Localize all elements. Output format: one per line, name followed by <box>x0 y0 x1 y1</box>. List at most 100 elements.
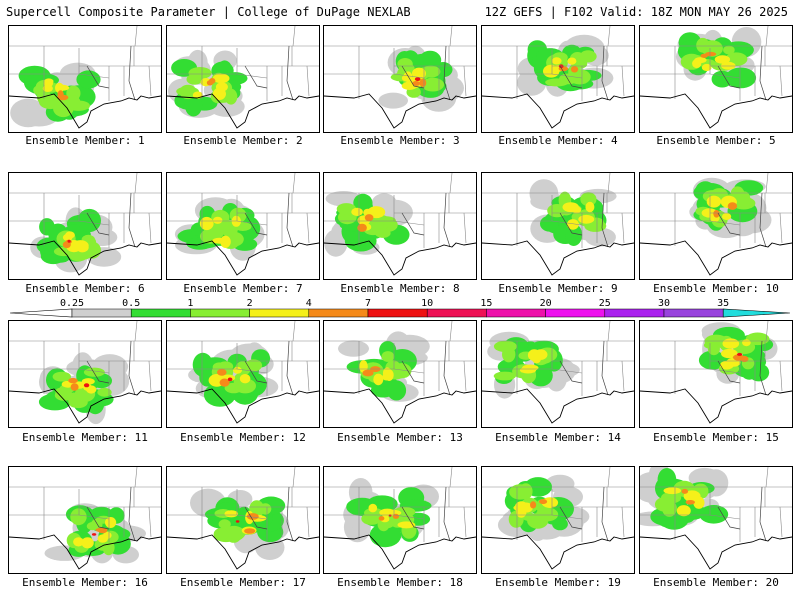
river-line <box>86 340 136 396</box>
scp-contour-fill <box>562 202 579 212</box>
river-line <box>86 45 136 101</box>
coastline <box>640 388 792 424</box>
river-line <box>717 45 767 101</box>
state-border <box>765 26 769 47</box>
scp-map <box>640 26 792 129</box>
state-border <box>607 173 611 194</box>
scp-contour-fill <box>536 507 559 522</box>
state-border <box>779 506 783 538</box>
colorbar-tick-label: 0.25 <box>59 298 85 309</box>
scp-contour-fill <box>382 367 392 379</box>
colorbar-segment <box>545 308 606 318</box>
scp-contour-fill <box>76 242 89 253</box>
state-border <box>765 173 769 194</box>
state-border <box>621 506 625 538</box>
coastline <box>167 93 319 129</box>
scp-map <box>482 467 634 570</box>
scp-contour-fill <box>705 41 721 52</box>
state-border <box>134 173 138 194</box>
scp-contour-fill <box>737 352 743 356</box>
scp-contour-fill <box>52 371 71 382</box>
state-border <box>779 360 783 392</box>
state-border <box>148 506 152 538</box>
ensemble-map-panel <box>639 320 793 428</box>
scp-contour-fill <box>419 78 427 87</box>
scp-map <box>167 26 319 129</box>
scp-map <box>482 173 634 276</box>
state-border <box>134 321 138 342</box>
scp-contour-fill <box>375 228 391 238</box>
state-border <box>765 467 769 488</box>
scp-contour-fill <box>83 383 90 388</box>
scp-contour-fill <box>412 81 421 86</box>
scp-contour-fill <box>220 235 231 248</box>
scp-contour-fill <box>233 366 242 374</box>
scp-contour-fill <box>723 45 735 55</box>
ensemble-member-label: Ensemble Member: 6 <box>25 282 145 295</box>
scp-contour-fill <box>657 468 677 491</box>
scp-contour-fill <box>414 77 421 81</box>
scp-contour-fill <box>580 192 597 207</box>
river-line <box>401 340 451 396</box>
scp-contour-fill <box>83 367 105 377</box>
ensemble-map-panel <box>323 466 477 574</box>
scp-map <box>9 26 161 129</box>
river-line <box>401 192 451 248</box>
state-border <box>621 360 625 392</box>
coastline <box>9 388 161 424</box>
scp-contour-fill <box>70 508 87 526</box>
state-border <box>393 220 425 226</box>
state-border <box>306 212 310 244</box>
scp-contour-fill <box>359 360 368 373</box>
scp-contour-fill <box>493 371 516 381</box>
colorbar-segment <box>486 308 546 318</box>
scp-map <box>640 173 792 276</box>
scp-contour-fill <box>570 66 579 73</box>
scp-contour-fill <box>353 193 373 212</box>
scp-contour-fill <box>62 241 71 249</box>
scp-contour-fill <box>76 70 101 89</box>
river-line <box>244 340 294 396</box>
colorbar-segment <box>426 308 487 318</box>
scp-contour-fill <box>493 340 517 353</box>
colorbar-segment <box>308 308 369 318</box>
colorbar-tick-label: 25 <box>598 298 611 309</box>
state-border <box>78 220 110 226</box>
coastline <box>482 240 634 276</box>
ensemble-map-panel <box>639 172 793 280</box>
ensemble-member-label: Ensemble Member: 2 <box>183 134 303 147</box>
scp-map <box>167 321 319 424</box>
state-border <box>551 73 583 79</box>
scp-contour-fill <box>725 67 757 89</box>
scp-contour-fill <box>244 528 256 534</box>
scp-contour-fill <box>325 191 362 207</box>
scp-contour-fill <box>386 380 407 401</box>
colorbar-segment <box>367 308 428 318</box>
state-border <box>709 368 741 374</box>
state-border <box>551 220 583 226</box>
ensemble-member-label: Ensemble Member: 19 <box>495 576 621 589</box>
ensemble-member-label: Ensemble Member: 9 <box>498 282 618 295</box>
scp-map <box>167 173 319 276</box>
ensemble-member-label: Ensemble Member: 7 <box>183 282 303 295</box>
scp-map <box>324 26 476 129</box>
ensemble-map-panel <box>481 172 635 280</box>
river-line <box>86 192 136 248</box>
scp-contour-fill <box>540 215 559 232</box>
state-border <box>621 212 625 244</box>
scp-contour-fill <box>579 50 597 63</box>
scp-contour-fill <box>701 63 712 72</box>
state-border <box>449 26 453 47</box>
scp-contour-fill <box>731 196 756 210</box>
river-line <box>717 486 767 542</box>
colorbar-tick-label: 10 <box>421 298 434 309</box>
scp-contour-fill <box>522 364 539 372</box>
scp-map <box>167 467 319 570</box>
product-title: Supercell Composite Parameter | College … <box>6 5 411 19</box>
scp-contour-fill <box>219 378 230 387</box>
scp-contour-fill <box>212 73 230 84</box>
river-line <box>559 340 609 396</box>
scp-contour-fill <box>700 53 708 58</box>
ensemble-member-label: Ensemble Member: 10 <box>653 282 779 295</box>
state-border <box>148 65 152 97</box>
